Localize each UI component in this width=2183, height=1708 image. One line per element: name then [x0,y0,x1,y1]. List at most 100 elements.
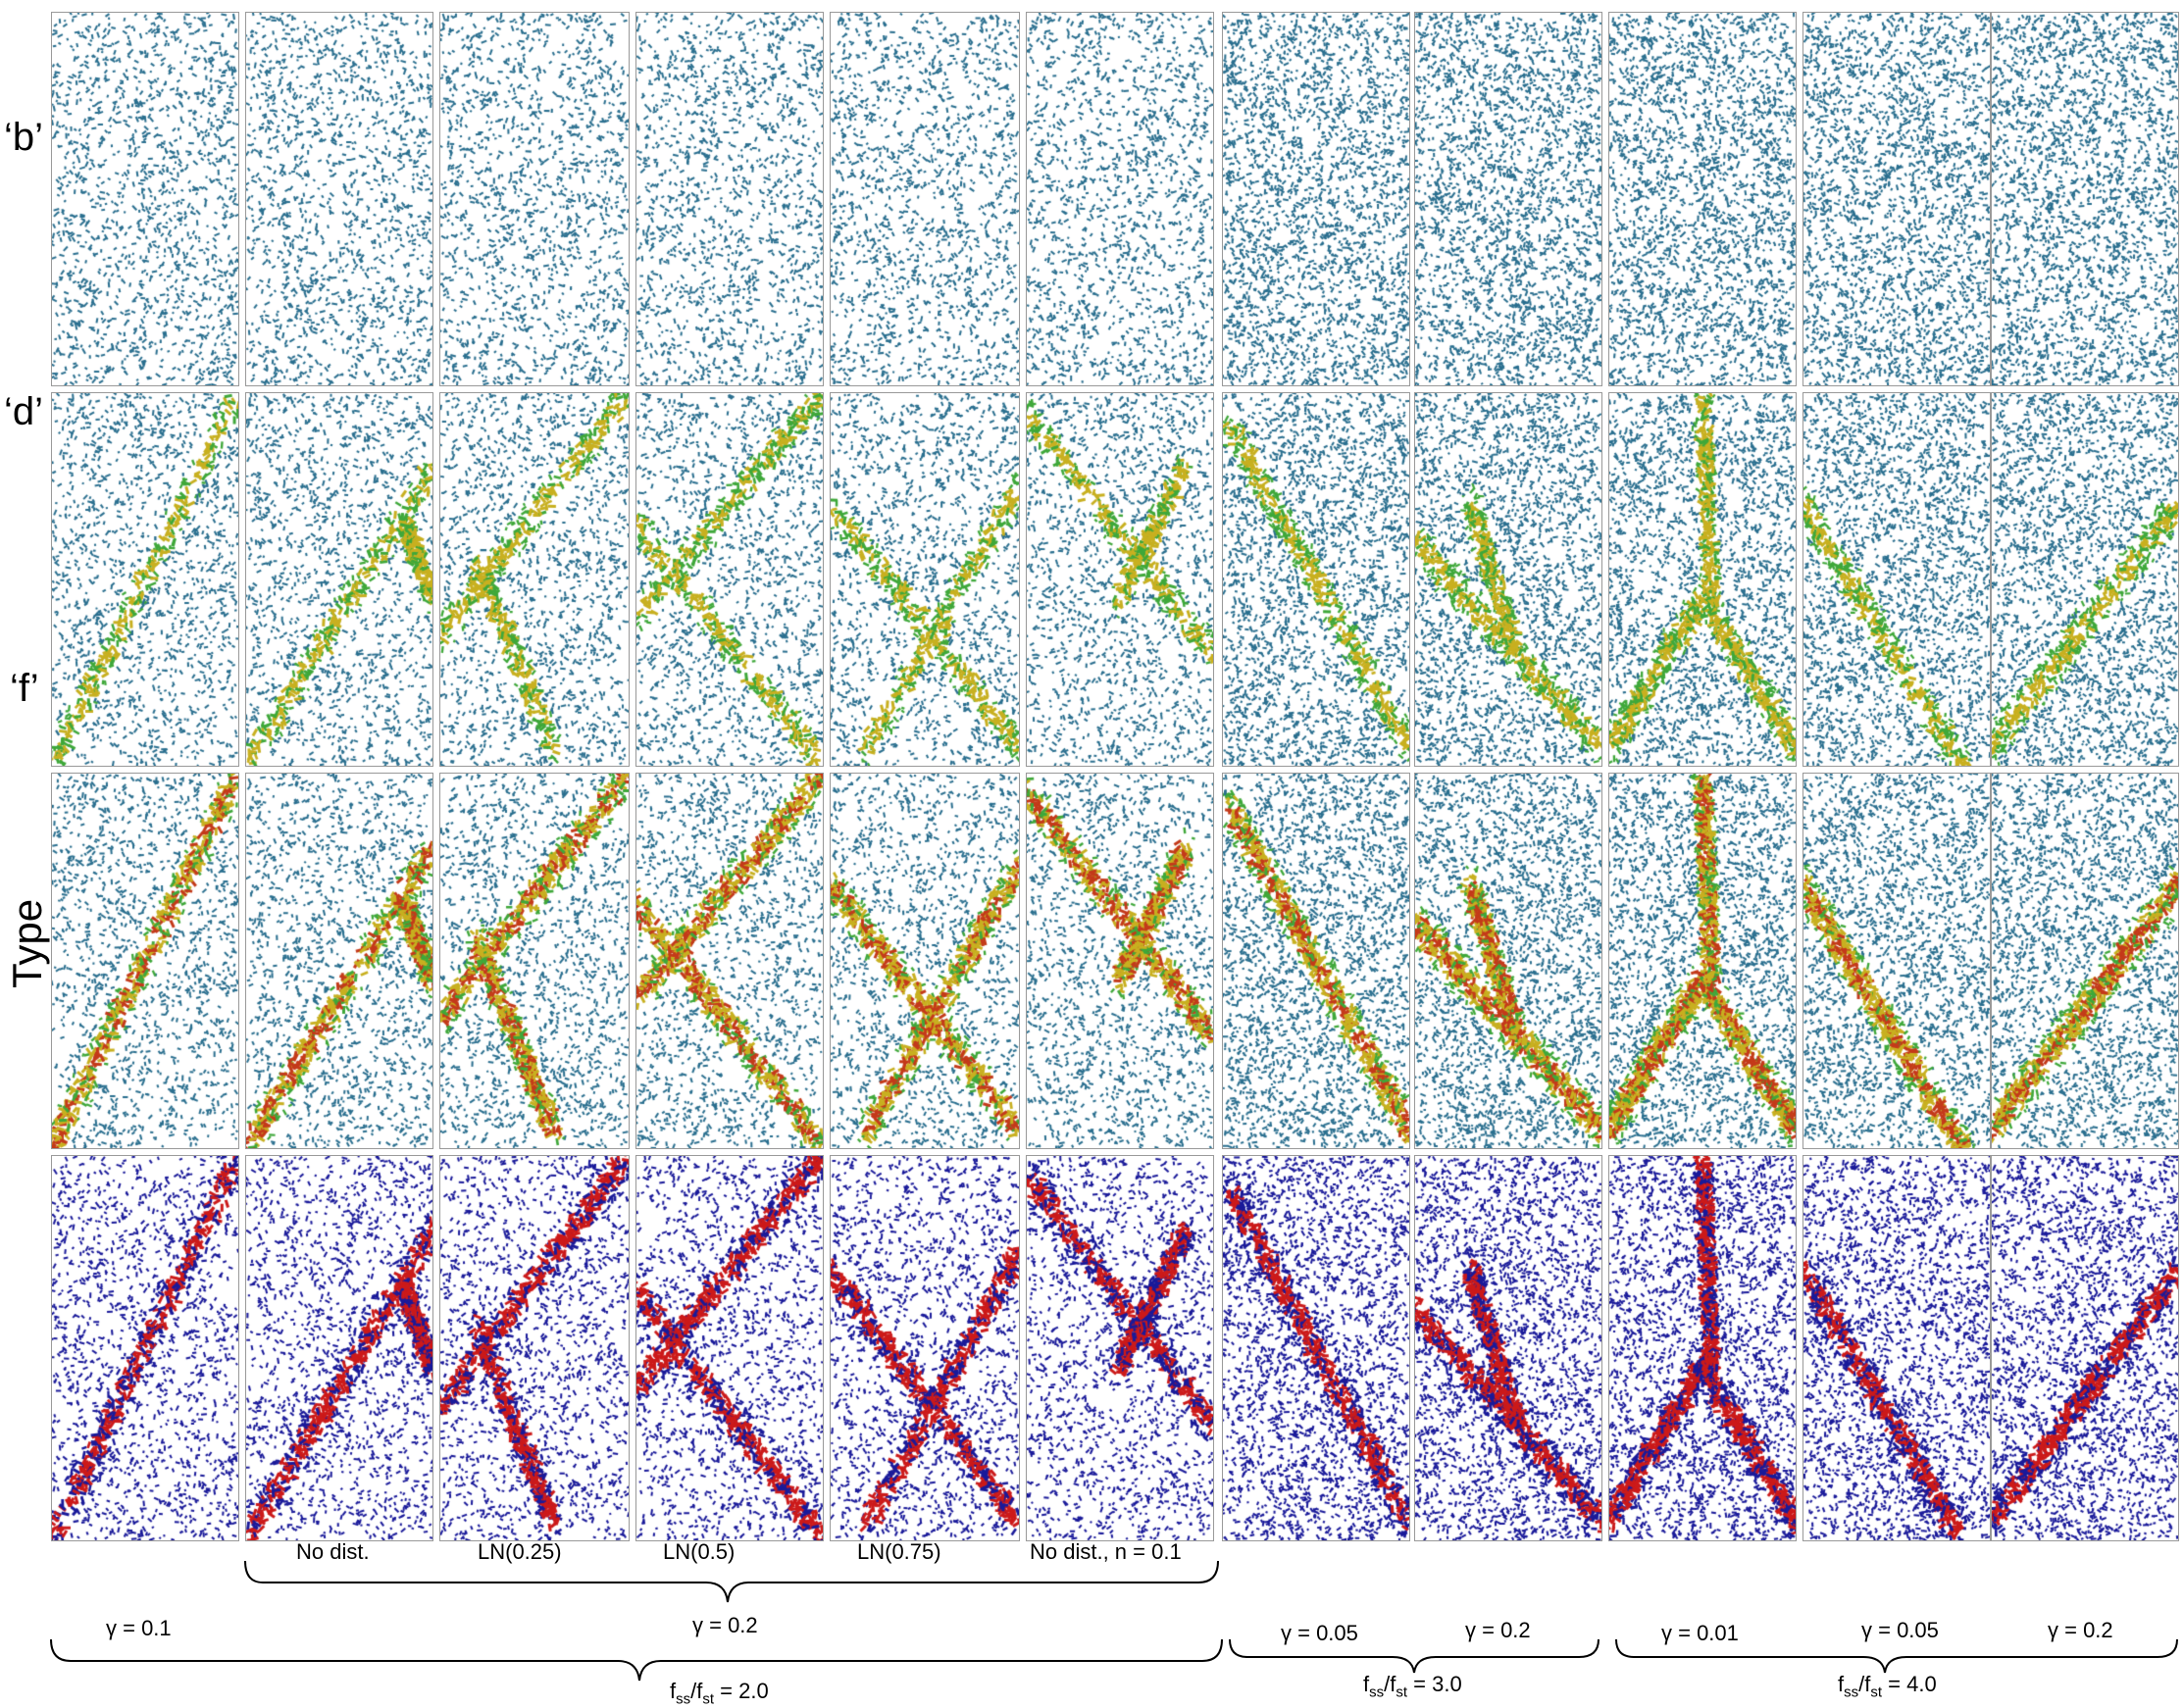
panel-row3-col11 [1991,773,2179,1149]
panel-row2-col1 [51,392,239,767]
crack-pattern-canvas [1992,13,2178,385]
panel-row2-col6 [1026,392,1214,767]
panel-row4-col9 [1608,1155,1797,1541]
panel-row4-col10 [1802,1155,1991,1541]
gamma-label-6: γ = 0.2 [2048,1618,2113,1642]
panel-row4-col7 [1222,1155,1410,1541]
gamma-label-2: γ = 0.05 [1281,1621,1358,1645]
crack-pattern-canvas [1223,774,1409,1148]
crack-pattern-canvas [440,774,629,1148]
panel-row1-col7 [1222,12,1410,386]
panel-row3-col8 [1414,773,1602,1149]
crack-pattern-canvas [1803,393,1990,766]
panel-row4-col3 [439,1155,630,1541]
gamma-label-4: γ = 0.01 [1661,1621,1739,1645]
crack-pattern-canvas [1223,1156,1409,1540]
crack-pattern-canvas [1027,393,1213,766]
crack-pattern-canvas [246,393,432,766]
crack-pattern-canvas [246,774,432,1148]
crack-pattern-canvas [1803,774,1990,1148]
panel-row2-col10 [1802,392,1991,767]
gamma-label-0: γ = 0.1 [106,1616,172,1640]
panel-row2-col11 [1991,392,2179,767]
crack-pattern-canvas [1609,774,1796,1148]
panel-row3-col5 [830,773,1020,1149]
crack-pattern-canvas [1609,1156,1796,1540]
caption-ln-05: LN(0.5) [663,1539,736,1564]
gamma-label-1: γ = 0.2 [692,1613,758,1637]
panel-row2-col2 [245,392,433,767]
row-label-f: ‘f’ [10,667,39,710]
crack-pattern-canvas [1992,1156,2178,1540]
gamma-label-3: γ = 0.2 [1465,1618,1531,1642]
crack-pattern-canvas [831,1156,1019,1540]
crack-pattern-canvas [1803,13,1990,385]
gamma-label-5: γ = 0.05 [1861,1618,1939,1642]
crack-pattern-canvas [246,13,432,385]
crack-pattern-canvas [831,393,1019,766]
crack-pattern-canvas [1415,774,1601,1148]
row-label-d: ‘d’ [4,390,44,433]
crack-pattern-canvas [636,774,823,1148]
panel-row2-col5 [830,392,1020,767]
panel-row3-col3 [439,773,630,1149]
panel-row1-col3 [439,12,630,386]
panel-row4-col4 [635,1155,824,1541]
panel-row2-col8 [1414,392,1602,767]
panel-row3-col10 [1802,773,1991,1149]
panel-row1-col5 [830,12,1020,386]
panel-row2-col7 [1222,392,1410,767]
crack-pattern-canvas [246,1156,432,1540]
caption-ln-025: LN(0.25) [478,1539,562,1564]
crack-pattern-canvas [1027,13,1213,385]
panel-row3-col9 [1608,773,1797,1149]
caption-no-dist-n: No dist., n = 0.1 [1030,1539,1182,1564]
brace-methods [244,1560,1219,1603]
crack-pattern-canvas [52,774,238,1148]
panel-row4-col2 [245,1155,433,1541]
row-label-type: Type [4,898,50,988]
panel-row3-col2 [245,773,433,1149]
panel-row1-col10 [1802,12,1991,386]
ratio-label-2: fss/fst = 2.0 [670,1679,769,1708]
caption-no-dist: No dist. [296,1539,370,1564]
crack-pattern-canvas [1992,393,2178,766]
crack-pattern-canvas [1027,774,1213,1148]
panel-row1-col1 [51,12,239,386]
panel-row4-col5 [830,1155,1020,1541]
panel-row2-col4 [635,392,824,767]
brace-ratio-2 [50,1638,1223,1682]
row-label-b: ‘b’ [4,116,44,159]
crack-pattern-canvas [636,1156,823,1540]
crack-pattern-canvas [831,774,1019,1148]
ratio-label-3: fss/fst = 3.0 [1363,1672,1462,1701]
panel-row1-col6 [1026,12,1214,386]
panel-row3-col4 [635,773,824,1149]
crack-pattern-canvas [1223,393,1409,766]
crack-pattern-canvas [52,13,238,385]
crack-pattern-canvas [1609,13,1796,385]
crack-pattern-canvas [52,1156,238,1540]
crack-pattern-canvas [1027,1156,1213,1540]
crack-pattern-canvas [1609,393,1796,766]
panel-row1-col8 [1414,12,1602,386]
crack-pattern-canvas [1415,13,1601,385]
crack-pattern-canvas [831,13,1019,385]
crack-pattern-canvas [52,393,238,766]
crack-pattern-canvas [440,1156,629,1540]
caption-ln-075: LN(0.75) [857,1539,941,1564]
panel-row4-col11 [1991,1155,2179,1541]
panel-row1-col11 [1991,12,2179,386]
panel-row4-col8 [1414,1155,1602,1541]
crack-pattern-canvas [1803,1156,1990,1540]
panel-row3-col1 [51,773,239,1149]
panel-row1-col9 [1608,12,1797,386]
crack-pattern-canvas [440,393,629,766]
panel-row2-col3 [439,392,630,767]
panel-row4-col6 [1026,1155,1214,1541]
ratio-label-4: fss/fst = 4.0 [1838,1672,1937,1701]
crack-pattern-canvas [1415,1156,1601,1540]
crack-pattern-canvas [1415,393,1601,766]
crack-pattern-canvas [636,393,823,766]
panel-row3-col6 [1026,773,1214,1149]
